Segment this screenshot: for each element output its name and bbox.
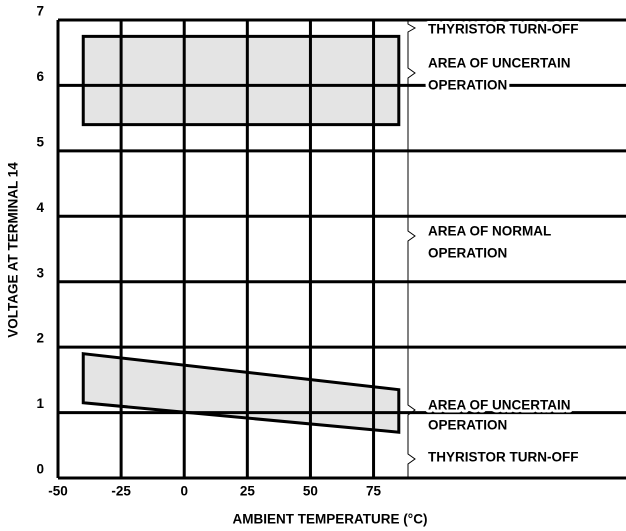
x-tick-label: 25 [240,484,256,499]
annotation: AREA OF UNCERTAIN [428,398,571,413]
annotation: AREA OF UNCERTAIN [428,56,571,71]
y-tick-label: 5 [36,134,44,149]
x-tick-label: -50 [48,484,68,499]
y-tick-label: 1 [36,396,44,411]
y-axis-label: VOLTAGE AT TERMINAL 14 [6,162,21,338]
annotation: THYRISTOR TURN-OFF [428,450,579,465]
x-tick-label: 50 [303,484,318,499]
annotation: AREA OF NORMAL [428,224,551,239]
brace [407,20,417,478]
region [81,352,401,434]
annotation: OPERATION [428,246,507,261]
y-tick-label: 0 [36,462,44,477]
x-axis-label: AMBIENT TEMPERATURE (°C) [233,512,428,527]
annotation: THYRISTOR TURN-OFF [428,22,579,37]
region [81,34,401,127]
y-tick-label: 6 [36,69,44,84]
x-tick-label: -25 [111,484,131,499]
y-tick-label: 2 [36,331,44,346]
x-tick-label: 0 [180,484,188,499]
y-tick-label: 7 [36,4,44,19]
annotation: OPERATION [428,418,507,433]
x-tick-label: 75 [366,484,382,499]
y-tick-label: 3 [36,265,44,280]
y-tick-label: 4 [36,200,44,215]
annotation: OPERATION [428,78,507,93]
